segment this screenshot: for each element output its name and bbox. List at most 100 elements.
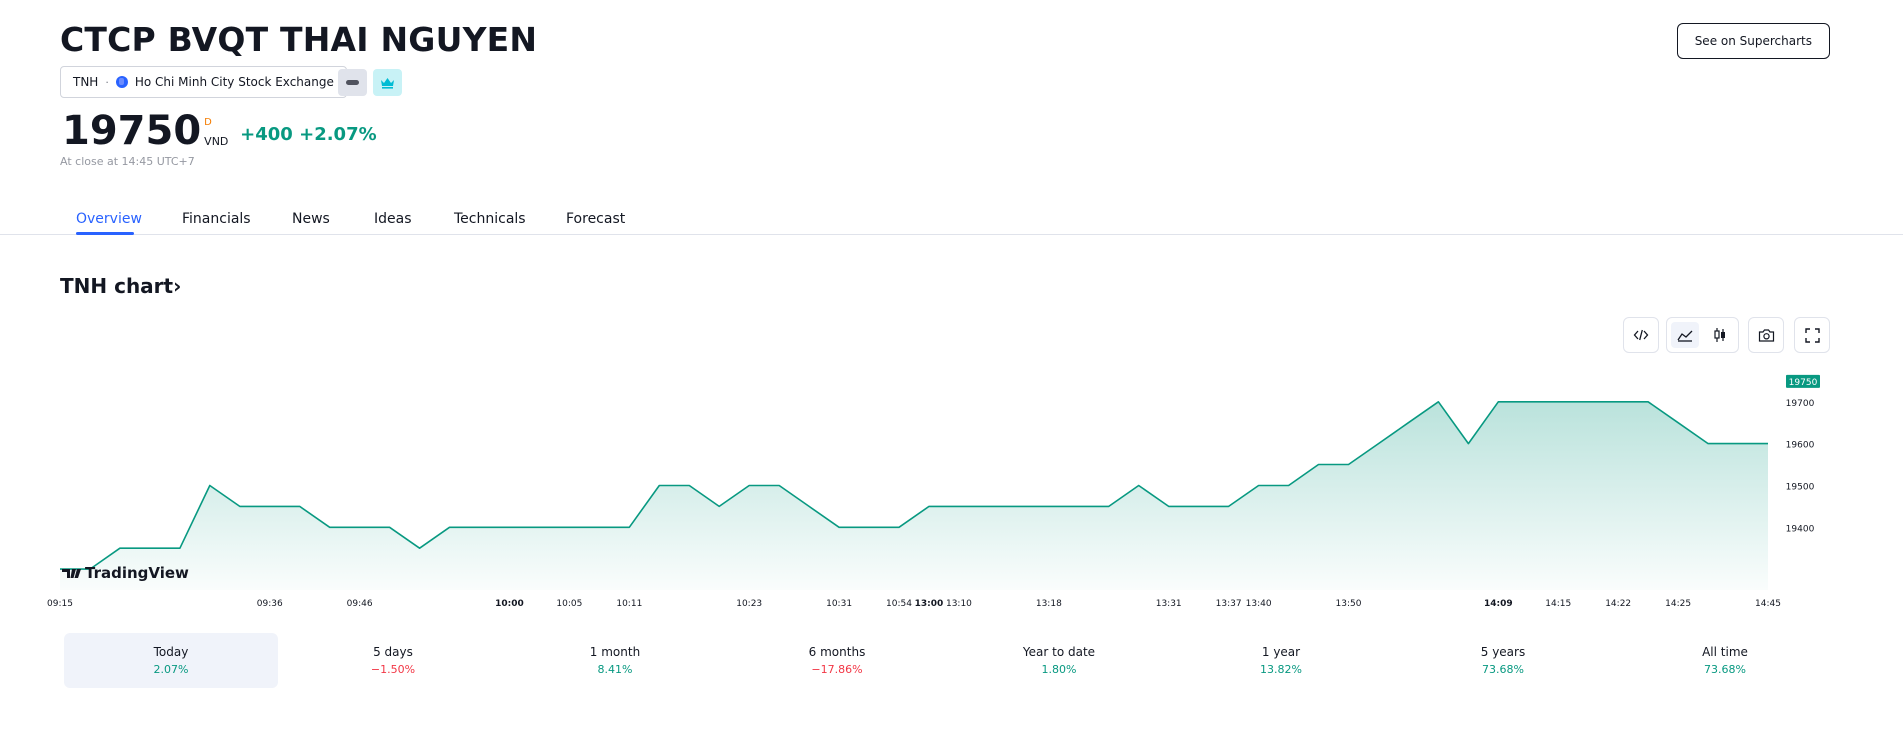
performance-periods: Today 2.07% 5 days −1.50% 1 month 8.41% 6 m… bbox=[64, 633, 1840, 688]
delayed-marker: D bbox=[204, 117, 212, 128]
period-label: Year to date bbox=[1022, 645, 1096, 659]
x-tick-label: 13:00 bbox=[915, 599, 944, 609]
candles-style-button[interactable] bbox=[1706, 322, 1734, 348]
period-value: −17.86% bbox=[811, 663, 863, 676]
symbol-exchange-pill[interactable]: TNH · Ho Chi Minh City Stock Exchange bbox=[60, 66, 347, 98]
symbol-tabs: Overview Financials News Ideas Technical… bbox=[0, 205, 1903, 235]
period-6-months[interactable]: 6 months −17.86% bbox=[730, 633, 944, 688]
period-5-days[interactable]: 5 days −1.50% bbox=[286, 633, 500, 688]
fullscreen-button[interactable] bbox=[1794, 317, 1830, 353]
y-tick-label: 19500 bbox=[1786, 482, 1815, 492]
tradingview-logo[interactable]: TradingView bbox=[62, 564, 189, 582]
separator-dot: · bbox=[105, 75, 109, 89]
period-value: 73.68% bbox=[1482, 663, 1524, 676]
x-tick-label: 10:23 bbox=[736, 599, 762, 609]
period-1-month[interactable]: 1 month 8.41% bbox=[508, 633, 722, 688]
x-tick-label: 10:05 bbox=[556, 599, 582, 609]
tab-forecast[interactable]: Forecast bbox=[566, 211, 626, 227]
period-value: −1.50% bbox=[370, 663, 416, 676]
period-label: 6 months bbox=[808, 645, 866, 659]
period-5-years[interactable]: 5 years 73.68% bbox=[1396, 633, 1610, 688]
tradingview-icon bbox=[62, 569, 81, 578]
snapshot-button[interactable] bbox=[1748, 317, 1784, 353]
period-all-time[interactable]: All time 73.68% bbox=[1618, 633, 1832, 688]
x-tick-label: 13:50 bbox=[1336, 599, 1362, 609]
ticker-label: TNH bbox=[73, 75, 99, 89]
x-tick-label: 10:31 bbox=[826, 599, 852, 609]
last-price: 19750 bbox=[62, 108, 202, 154]
change-percent: +2.07% bbox=[299, 124, 377, 145]
page-title: CTCP BVQT THAI NGUYEN bbox=[60, 20, 538, 59]
y-tick-label: 19700 bbox=[1786, 399, 1815, 409]
quote-row: 19750 D VND +400 +2.07% bbox=[62, 108, 377, 154]
exchange-globe-icon bbox=[115, 76, 128, 88]
x-tick-label: 13:40 bbox=[1246, 599, 1272, 609]
tab-news[interactable]: News bbox=[292, 211, 330, 227]
area-style-button[interactable] bbox=[1671, 322, 1699, 348]
change-value: +400 bbox=[240, 124, 293, 145]
period-value: 13.82% bbox=[1260, 663, 1302, 676]
x-tick-label: 10:11 bbox=[616, 599, 642, 609]
camera-icon bbox=[1758, 328, 1774, 342]
x-tick-label: 09:15 bbox=[47, 599, 73, 609]
market-status-badge[interactable] bbox=[338, 69, 367, 96]
period-1-year[interactable]: 1 year 13.82% bbox=[1174, 633, 1388, 688]
period-year-to-date[interactable]: Year to date 1.80% bbox=[952, 633, 1166, 688]
price-chart[interactable]: 19400 19500 19600 19700 19750 09:15 09:36 09:46… bbox=[0, 360, 1903, 620]
period-label: 5 years bbox=[1480, 645, 1526, 659]
period-value: 2.07% bbox=[153, 663, 189, 676]
period-label: 1 year bbox=[1261, 645, 1301, 659]
period-value: 1.80% bbox=[1041, 663, 1077, 676]
tradingview-watermark: TradingView bbox=[85, 564, 189, 582]
tab-technicals[interactable]: Technicals bbox=[454, 211, 526, 227]
y-tick-label: 19400 bbox=[1786, 524, 1815, 534]
embed-code-icon bbox=[1633, 329, 1649, 341]
period-label: Today bbox=[153, 645, 189, 659]
price-meta: D VND bbox=[204, 108, 236, 154]
x-tick-label: 13:37 bbox=[1216, 599, 1242, 609]
premium-badge[interactable] bbox=[373, 69, 402, 96]
embed-code-button[interactable] bbox=[1623, 317, 1659, 353]
x-tick-label: 10:54 bbox=[886, 599, 912, 609]
x-tick-label: 14:09 bbox=[1484, 599, 1513, 609]
x-tick-label: 09:36 bbox=[257, 599, 283, 609]
x-tick-label: 09:46 bbox=[347, 599, 373, 609]
minus-icon bbox=[346, 80, 359, 85]
x-tick-label: 14:45 bbox=[1755, 599, 1781, 609]
crown-icon bbox=[381, 77, 394, 89]
see-on-supercharts-button[interactable]: See on Supercharts bbox=[1676, 23, 1830, 59]
area-fill bbox=[60, 401, 1768, 590]
chart-style-switcher bbox=[1666, 317, 1739, 353]
currency-label: VND bbox=[204, 135, 229, 148]
fullscreen-icon bbox=[1804, 327, 1820, 343]
x-tick-label: 13:18 bbox=[1036, 599, 1062, 609]
period-label: All time bbox=[1702, 645, 1748, 659]
x-tick-label: 14:22 bbox=[1605, 599, 1631, 609]
x-tick-label: 14:25 bbox=[1665, 599, 1691, 609]
x-tick-label: 14:15 bbox=[1545, 599, 1571, 609]
x-tick-label: 13:31 bbox=[1156, 599, 1182, 609]
last-price-label: 19750 bbox=[1789, 378, 1818, 388]
tab-ideas[interactable]: Ideas bbox=[374, 211, 412, 227]
tab-financials[interactable]: Financials bbox=[182, 211, 251, 227]
candlestick-icon bbox=[1714, 328, 1725, 342]
chart-section-title[interactable]: TNH chart› bbox=[60, 274, 181, 298]
last-price-tag bbox=[1786, 374, 1820, 388]
period-label: 5 days bbox=[373, 645, 413, 659]
x-tick-label: 13:10 bbox=[946, 599, 972, 609]
period-label: 1 month bbox=[589, 645, 641, 659]
area-chart-icon bbox=[1677, 330, 1693, 342]
period-value: 8.41% bbox=[597, 663, 633, 676]
y-tick-label: 19600 bbox=[1786, 441, 1815, 451]
x-tick-label: 10:00 bbox=[495, 599, 524, 609]
chevron-right-icon: › bbox=[173, 274, 182, 298]
period-today[interactable]: Today 2.07% bbox=[64, 633, 278, 688]
period-value: 73.68% bbox=[1704, 663, 1746, 676]
price-change: +400 +2.07% bbox=[240, 124, 376, 145]
close-time-note: At close at 14:45 UTC+7 bbox=[60, 155, 195, 168]
exchange-label: Ho Chi Minh City Stock Exchange bbox=[134, 75, 334, 89]
price-line bbox=[60, 401, 1768, 570]
active-tab-indicator bbox=[76, 232, 134, 235]
chart-title-text: TNH chart bbox=[60, 274, 174, 298]
tab-overview[interactable]: Overview bbox=[76, 211, 142, 227]
